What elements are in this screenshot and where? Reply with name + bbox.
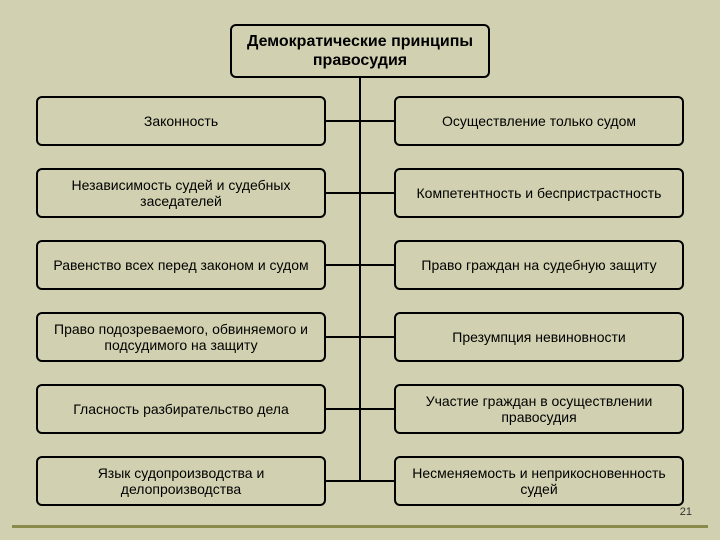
principle-box-left: Язык судопроизводства и делопроизводства — [36, 456, 326, 506]
principle-box-right: Право граждан на судебную защиту — [394, 240, 684, 290]
principle-label: Право граждан на судебную защиту — [421, 257, 656, 273]
principle-box-left: Равенство всех перед законом и судом — [36, 240, 326, 290]
principle-label: Язык судопроизводства и делопроизводства — [46, 465, 316, 497]
page-number: 21 — [680, 506, 692, 518]
principle-box-right: Презумпция невиновности — [394, 312, 684, 362]
principle-label: Участие граждан в осуществлении правосуд… — [404, 393, 674, 425]
principle-box-right: Участие граждан в осуществлении правосуд… — [394, 384, 684, 434]
principle-box-right: Осуществление только судом — [394, 96, 684, 146]
principle-label: Независимость судей и судебных заседател… — [46, 177, 316, 209]
principle-label: Компетентность и беспристрастность — [417, 185, 662, 201]
principle-box-right: Несменяемость и неприкосновенность судей — [394, 456, 684, 506]
principle-box-left: Независимость судей и судебных заседател… — [36, 168, 326, 218]
principle-label: Презумпция невиновности — [452, 329, 625, 345]
vertical-connector — [359, 72, 361, 480]
principle-box-left: Право подозреваемого, обвиняемого и подс… — [36, 312, 326, 362]
slide: Демократические принципы правосудия Зако… — [0, 0, 720, 540]
principle-label: Гласность разбирательство дела — [73, 401, 289, 417]
accent-bar — [12, 525, 708, 528]
principle-box-right: Компетентность и беспристрастность — [394, 168, 684, 218]
title-box: Демократические принципы правосудия — [230, 24, 490, 78]
principle-label: Равенство всех перед законом и судом — [53, 257, 308, 273]
principle-box-left: Законность — [36, 96, 326, 146]
principle-box-left: Гласность разбирательство дела — [36, 384, 326, 434]
title-text: Демократические принципы правосудия — [247, 33, 473, 69]
principle-label: Законность — [144, 113, 218, 129]
principle-label: Право подозреваемого, обвиняемого и подс… — [46, 321, 316, 353]
principle-label: Несменяемость и неприкосновенность судей — [404, 465, 674, 497]
principle-label: Осуществление только судом — [442, 113, 636, 129]
